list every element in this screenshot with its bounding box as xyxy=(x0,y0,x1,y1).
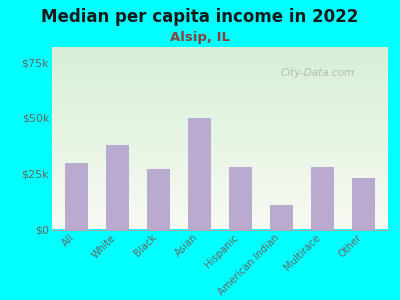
Text: Alsip, IL: Alsip, IL xyxy=(170,32,230,44)
Bar xyxy=(65,163,88,230)
Text: Median per capita income in 2022: Median per capita income in 2022 xyxy=(41,8,359,26)
Bar xyxy=(270,205,293,230)
Text: City-Data.com: City-Data.com xyxy=(280,68,355,79)
Bar xyxy=(352,178,375,230)
Bar xyxy=(229,167,252,230)
Bar xyxy=(106,145,129,230)
Bar xyxy=(147,169,170,230)
Bar xyxy=(188,118,211,230)
Bar xyxy=(311,167,334,230)
